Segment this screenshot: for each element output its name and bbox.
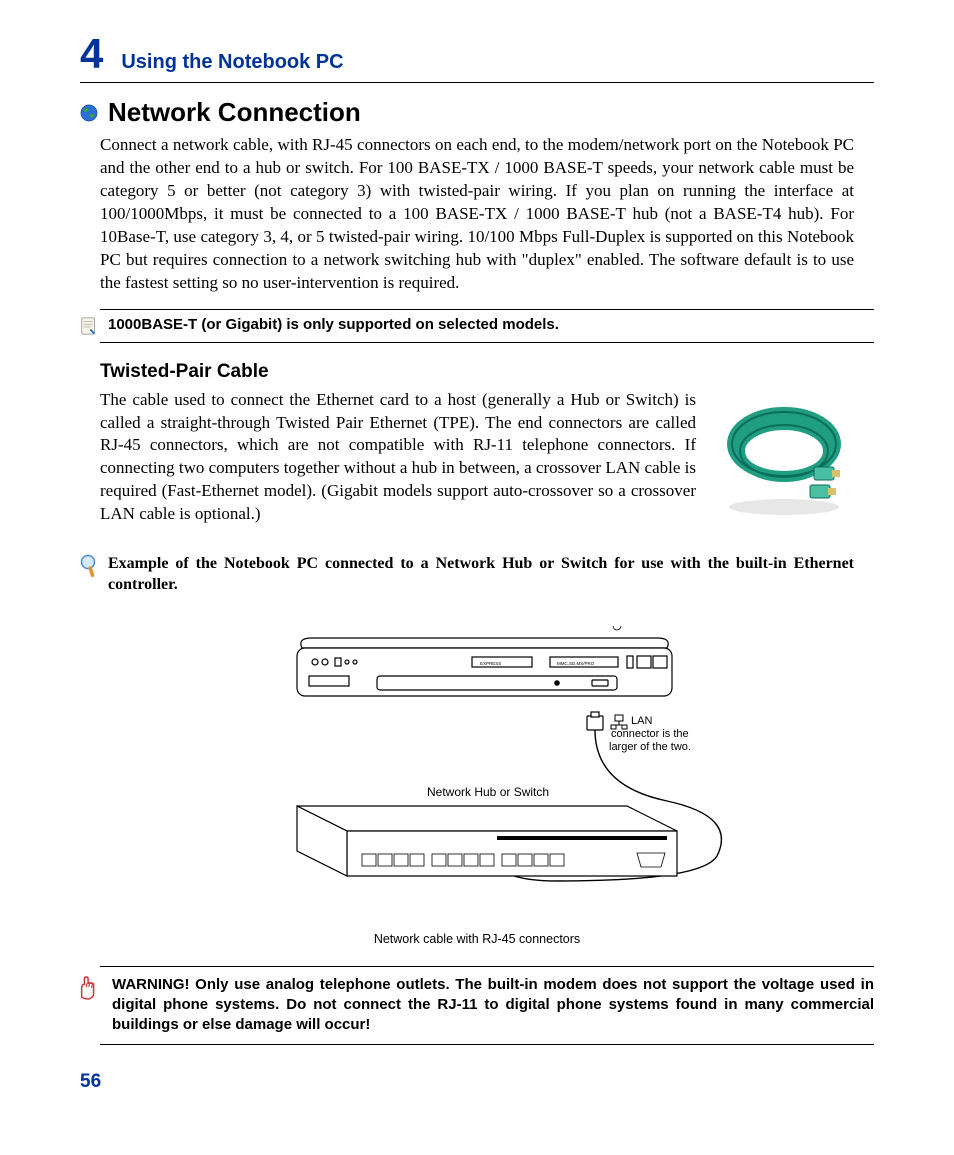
lan-label-3: larger of the two. (609, 741, 691, 753)
lan-label-1: LAN (631, 715, 652, 727)
globe-icon (80, 104, 98, 122)
magnifier-icon (80, 554, 98, 580)
page-number: 56 (80, 1071, 101, 1093)
twisted-text: The cable used to connect the Ethernet c… (100, 389, 696, 527)
warning-text: WARNING! Only use analog telephone outle… (112, 975, 874, 1036)
ethernet-cable-image (714, 389, 854, 519)
chapter-title: Using the Notebook PC (121, 51, 343, 74)
tip-row: Example of the Notebook PC connected to … (80, 554, 854, 596)
note-text: 1000BASE-T (or Gigabit) is only supporte… (108, 316, 559, 333)
warning-block: WARNING! Only use analog telephone outle… (100, 966, 874, 1045)
twisted-heading: Twisted-Pair Cable (100, 361, 854, 383)
diagram-caption: Network cable with RJ-45 connectors (374, 932, 580, 946)
hot-surface-icon (78, 975, 100, 1001)
mmc-label: MMC.SD.MS/PRO (557, 661, 595, 666)
intro-paragraph: Connect a network cable, with RJ-45 conn… (100, 134, 854, 295)
hub-label: Network Hub or Switch (427, 785, 549, 799)
twisted-pair-section: The cable used to connect the Ethernet c… (100, 389, 854, 527)
section-title-row: Network Connection (80, 97, 874, 128)
diagram-svg: EXPRESS MMC.SD.MS/PRO LAN connector is t… (197, 626, 757, 926)
lan-label-2: connector is the (611, 728, 689, 740)
section-title: Network Connection (108, 97, 361, 128)
network-diagram: EXPRESS MMC.SD.MS/PRO LAN connector is t… (100, 626, 854, 946)
tip-text: Example of the Notebook PC connected to … (108, 554, 854, 596)
express-label: EXPRESS (480, 661, 501, 666)
chapter-number: 4 (80, 30, 103, 78)
note-icon (80, 316, 98, 336)
note-block: 1000BASE-T (or Gigabit) is only supporte… (100, 309, 874, 343)
chapter-header: 4 Using the Notebook PC (80, 30, 874, 83)
